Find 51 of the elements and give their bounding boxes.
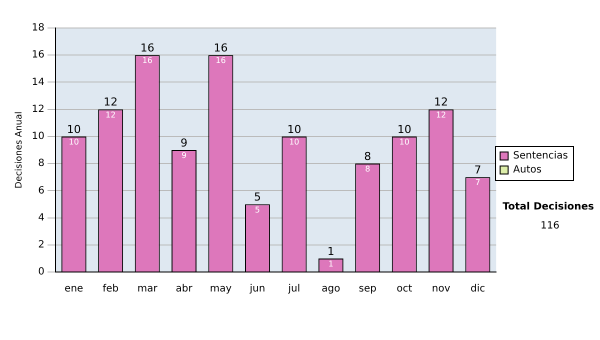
data-label: 12 xyxy=(436,110,446,120)
data-label: 10 xyxy=(68,138,79,147)
x-tick-label: nov xyxy=(432,284,450,295)
x-tick-label: ago xyxy=(322,284,340,295)
y-tick-label: 6 xyxy=(38,185,45,196)
data-label: 10 xyxy=(399,138,410,147)
x-tick-label: mar xyxy=(137,284,158,295)
data-label: 16 xyxy=(142,56,152,66)
data-label: 5 xyxy=(254,205,260,214)
total-label: 9 xyxy=(180,136,188,150)
data-label: 8 xyxy=(365,164,370,174)
total-label: 12 xyxy=(104,96,118,109)
x-tick-label: ene xyxy=(64,284,84,295)
y-tick-label: 16 xyxy=(32,50,45,61)
data-label: 9 xyxy=(181,151,187,160)
data-label: 10 xyxy=(289,138,300,147)
y-tick-label: 14 xyxy=(32,76,45,88)
text: Total Decisiones xyxy=(502,202,594,213)
total-label: 16 xyxy=(140,41,154,54)
y-tick-label: 0 xyxy=(38,266,45,278)
total-label: 16 xyxy=(214,41,228,54)
y-tick-label: 12 xyxy=(32,104,45,115)
text: 116 xyxy=(540,220,560,232)
x-tick-label: sep xyxy=(358,284,376,295)
total-label: 12 xyxy=(434,96,448,109)
y-axis-title: Decisiones Anual xyxy=(14,112,25,188)
y-tick-label: 4 xyxy=(38,212,45,224)
x-tick-label: jun xyxy=(248,284,266,295)
total-label: 7 xyxy=(474,163,482,176)
legend-label: Sentencias xyxy=(513,150,568,162)
data-label: 12 xyxy=(106,110,116,120)
total-label: 5 xyxy=(254,190,261,204)
x-tick-label: jul xyxy=(287,284,300,295)
x-tick-label: oct xyxy=(396,284,412,295)
y-tick-label: 18 xyxy=(32,22,45,34)
x-tick-label: may xyxy=(210,284,232,295)
y-tick-label: 10 xyxy=(32,131,45,142)
total-label: 10 xyxy=(287,122,302,136)
total-label: 8 xyxy=(364,150,372,163)
legend-label: Autos xyxy=(513,164,542,176)
data-label: 1 xyxy=(328,260,334,269)
data-label: 16 xyxy=(216,56,226,66)
x-tick-label: dic xyxy=(470,284,486,295)
y-tick-label: 8 xyxy=(38,158,45,170)
total-label: 1 xyxy=(327,244,334,258)
data-label: 7 xyxy=(475,178,480,188)
total-label: 10 xyxy=(66,122,81,136)
total-label: 10 xyxy=(397,122,412,136)
y-tick-label: 2 xyxy=(38,239,45,250)
x-tick-label: feb xyxy=(102,284,119,295)
x-tick-label: abr xyxy=(176,284,194,295)
